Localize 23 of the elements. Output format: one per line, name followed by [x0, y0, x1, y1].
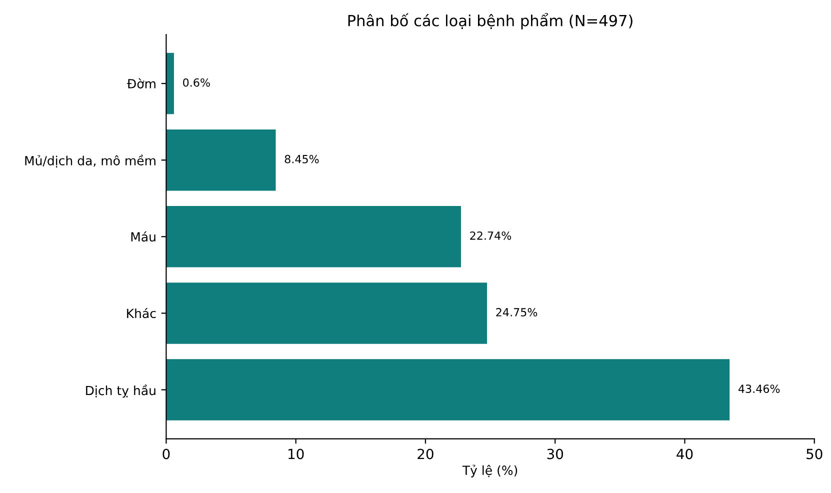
data-label: 0.6%	[183, 78, 210, 87]
x-tick-label: 40	[676, 448, 693, 460]
chart-title: Phân bố các loại bệnh phẩm (N=497)	[348, 13, 632, 30]
y-tick-label: Khác	[127, 308, 156, 318]
bar	[166, 282, 488, 344]
data-label: 43.46%	[738, 384, 780, 393]
x-tick-label: 0	[162, 448, 170, 460]
bar	[166, 129, 276, 191]
x-tick-label: 20	[418, 448, 434, 460]
bar	[166, 359, 730, 420]
y-tick-label: Mủ/dịch da, mô mềm	[25, 154, 156, 168]
bar	[166, 52, 174, 114]
data-label: 22.74%	[470, 231, 512, 240]
y-tick-label: Dịch tỵ hầu	[86, 384, 156, 398]
bar	[166, 206, 461, 268]
x-axis-title: Tỷ lệ (%)	[462, 464, 518, 478]
data-label: 24.75%	[496, 308, 538, 316]
x-tick-label: 30	[547, 448, 564, 460]
y-tick-label: Máu	[131, 231, 156, 242]
data-label: 8.45%	[284, 154, 319, 164]
y-tick-label: Đờm	[127, 78, 156, 88]
x-tick-label: 10	[288, 448, 304, 460]
x-tick-label: 50	[806, 448, 822, 460]
